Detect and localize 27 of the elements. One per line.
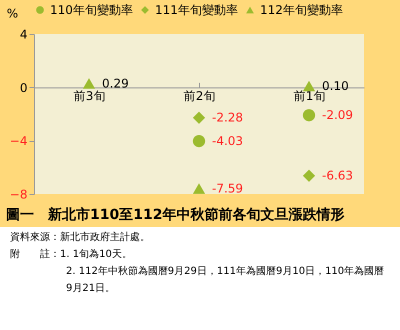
legend-label: 110年旬變動率 — [50, 3, 133, 17]
text: 附 註：1. 1旬為10天。 — [10, 248, 133, 262]
y-tick-label: −4 — [10, 134, 28, 148]
data-label: -7.59 — [212, 182, 244, 196]
source-note: 資料來源：新北市政府主計處。 — [10, 230, 151, 245]
x-tick-label: 前2旬 — [184, 88, 216, 103]
data-label: -2.09 — [322, 108, 354, 122]
point — [192, 112, 206, 124]
point — [302, 109, 316, 122]
data-label: 0.29 — [102, 76, 129, 90]
point — [82, 78, 96, 89]
y-tick-label: −8 — [10, 188, 28, 202]
y-tick-label: 0 — [20, 80, 28, 95]
x-tick-label: 前3旬 — [74, 88, 106, 103]
data-label: -2.28 — [212, 110, 244, 125]
data-label: -4.03 — [212, 134, 244, 148]
text: 圖一 新北市110至112年中秋節前各旬文旦漲跌情形 — [5, 206, 346, 225]
point — [302, 170, 316, 182]
point — [192, 134, 206, 148]
legend-label: 112年旬變動率 — [260, 3, 343, 17]
y-tick-label: 4 — [20, 28, 28, 42]
point — [192, 183, 206, 194]
text: 2. 112年中秋節為國曆9月29日，111年為國曆9月10日，110年為國曆9月21日。 — [65, 264, 386, 296]
legend-label: 111年旬變動率 — [155, 3, 238, 17]
point — [302, 80, 316, 92]
y-axis-title: % — [6, 6, 18, 20]
data-label: -6.63 — [322, 168, 354, 183]
